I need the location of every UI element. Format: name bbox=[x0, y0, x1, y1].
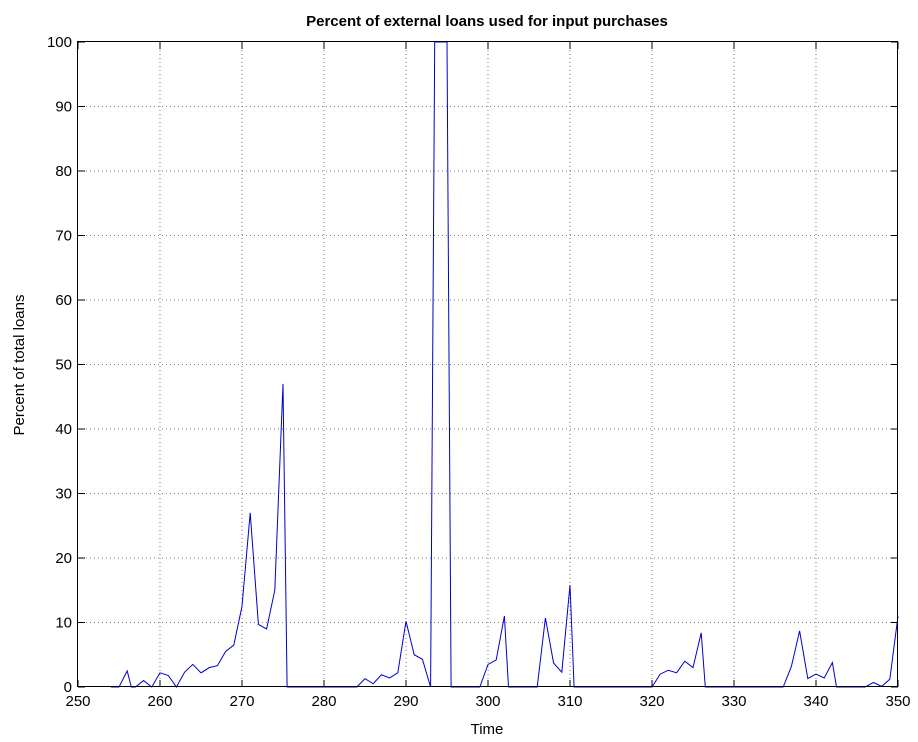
y-tick-label: 60 bbox=[55, 292, 72, 309]
tick-labels: 250 260 270 280 290 300 310 320 330 340 350 0 10 20 30… bbox=[47, 34, 911, 710]
series-line bbox=[110, 41, 899, 688]
x-tick-label: 260 bbox=[147, 693, 172, 710]
x-tick-label: 300 bbox=[475, 693, 500, 710]
x-tick-label: 250 bbox=[65, 693, 90, 710]
y-axis-label: Percent of total loans bbox=[11, 295, 28, 436]
y-tick-label: 50 bbox=[55, 357, 72, 374]
plot-frame bbox=[77, 41, 898, 687]
y-tick-label: 70 bbox=[55, 228, 72, 245]
x-tick-label: 270 bbox=[229, 693, 254, 710]
y-tick-label: 10 bbox=[55, 615, 72, 632]
x-tick-label: 280 bbox=[311, 693, 336, 710]
chart-title: Percent of external loans used for input… bbox=[306, 13, 668, 30]
series-group bbox=[110, 41, 899, 688]
x-tick-label: 290 bbox=[393, 693, 418, 710]
x-tick-label: 350 bbox=[885, 693, 910, 710]
y-tick-label: 0 bbox=[64, 679, 72, 696]
x-tick-label: 320 bbox=[639, 693, 664, 710]
y-tick-label: 40 bbox=[55, 421, 72, 438]
x-axis-label: Time bbox=[471, 721, 504, 738]
y-tick-label: 90 bbox=[55, 99, 72, 116]
x-tick-label: 340 bbox=[803, 693, 828, 710]
y-tick-label: 30 bbox=[55, 486, 72, 503]
x-tick-label: 310 bbox=[557, 693, 582, 710]
grid bbox=[78, 42, 898, 687]
y-tick-label: 80 bbox=[55, 163, 72, 180]
x-tick-label: 330 bbox=[721, 693, 746, 710]
y-tick-label: 100 bbox=[47, 34, 72, 51]
y-tick-label: 20 bbox=[55, 550, 72, 567]
